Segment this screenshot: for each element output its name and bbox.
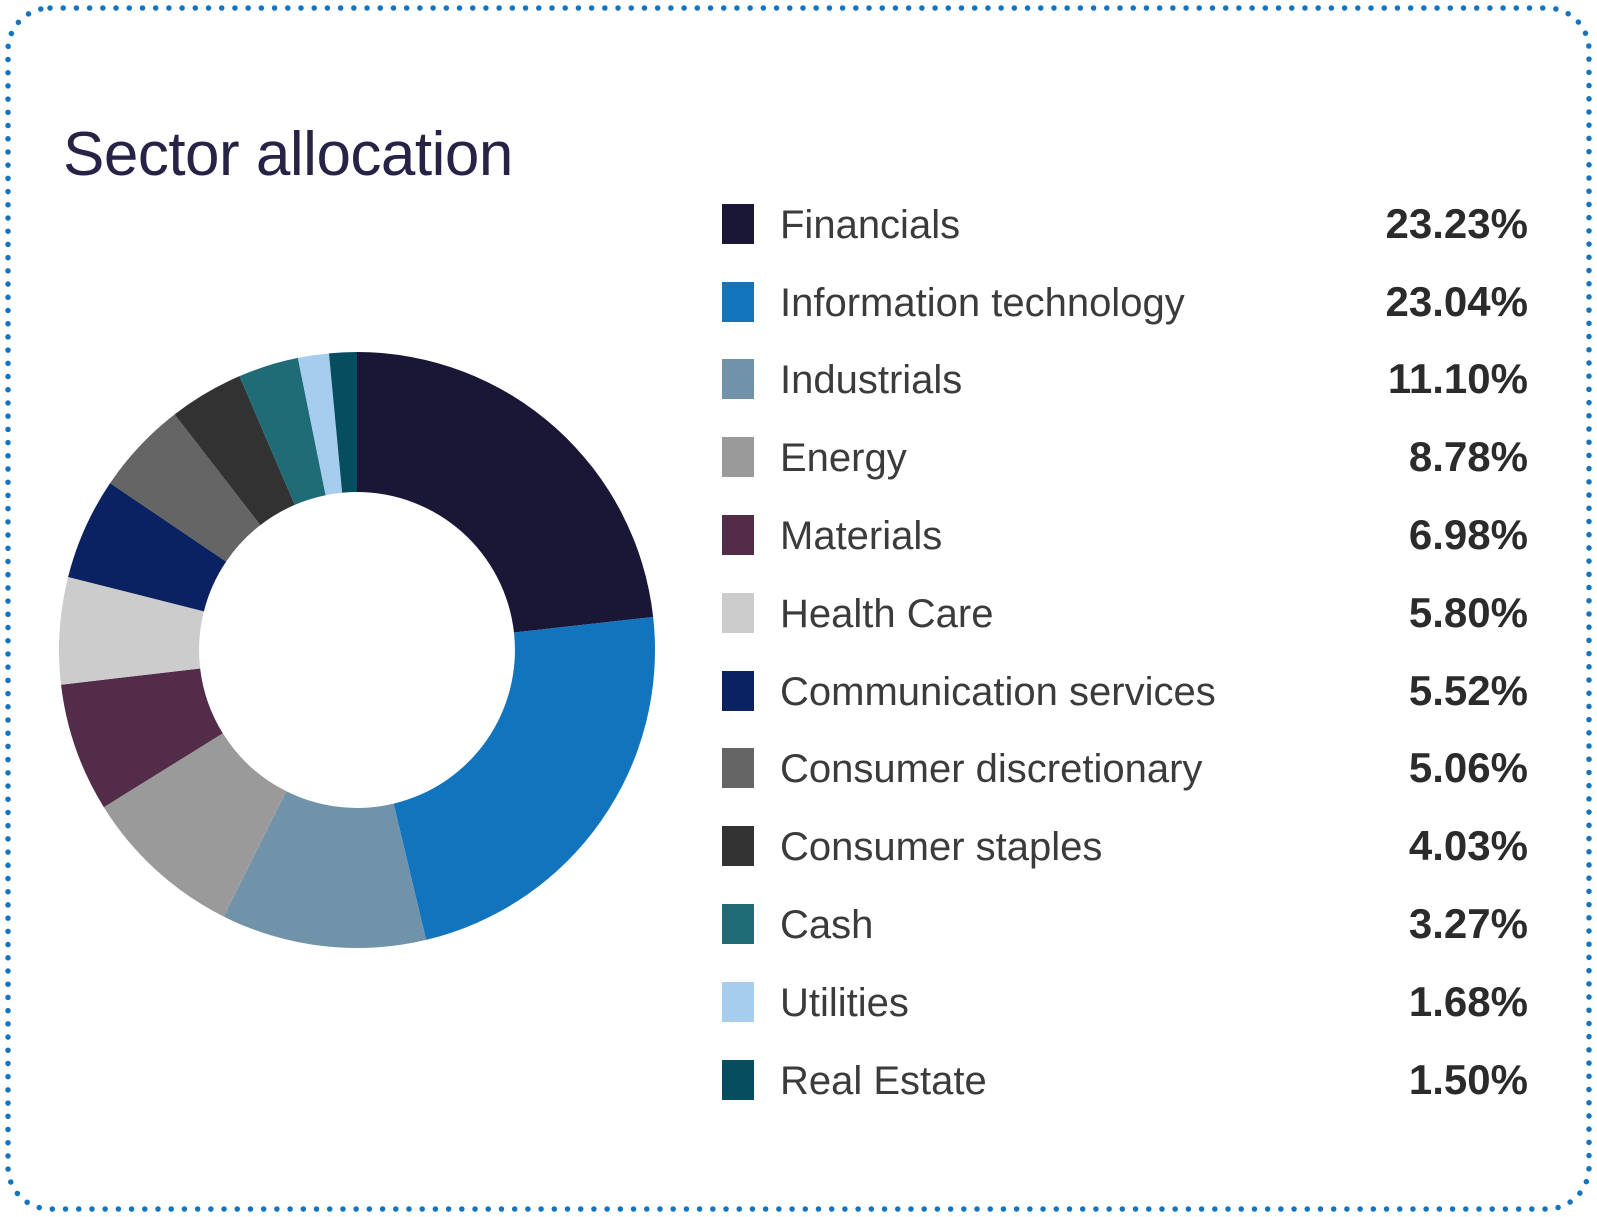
legend-value: 4.03% xyxy=(1408,822,1528,870)
legend-label: Utilities xyxy=(780,980,909,1025)
legend-label: Energy xyxy=(780,436,907,481)
donut-segment-information-technology xyxy=(393,616,655,940)
donut-segment-consumer-discretionary xyxy=(110,414,261,562)
donut-segment-communication-services xyxy=(68,483,227,612)
legend-label: Real Estate xyxy=(780,1058,987,1103)
donut-segment-industrials xyxy=(223,791,427,948)
legend-swatch-health-care xyxy=(722,592,754,633)
legend-swatch-consumer-staples xyxy=(722,826,754,867)
legend-value: 1.50% xyxy=(1408,1055,1528,1103)
legend-label: Industrials xyxy=(780,358,963,403)
legend-row-energy: Energy 8.78% xyxy=(722,418,1528,496)
legend-row-materials: Materials 6.98% xyxy=(722,496,1528,574)
legend-row-real-estate: Real Estate 1.50% xyxy=(722,1041,1528,1119)
legend-swatch-real-estate xyxy=(722,1059,754,1100)
chart-title: Sector allocation xyxy=(63,120,513,189)
legend-swatch-utilities xyxy=(722,981,754,1022)
legend-value: 23.04% xyxy=(1385,277,1528,325)
legend-value: 5.80% xyxy=(1408,588,1528,636)
legend-value: 3.27% xyxy=(1408,900,1528,948)
legend-swatch-consumer-discretionary xyxy=(722,748,754,789)
donut-segment-financials xyxy=(357,352,654,633)
legend-label: Consumer discretionary xyxy=(780,747,1203,792)
donut-segment-cash xyxy=(239,357,326,505)
legend-label: Information technology xyxy=(780,280,1185,325)
donut-segment-energy xyxy=(103,733,287,917)
legend-row-information-technology: Information technology 23.04% xyxy=(722,263,1528,341)
legend-value: 5.52% xyxy=(1408,666,1528,714)
legend-label: Communication services xyxy=(780,669,1216,714)
legend-row-cash: Cash 3.27% xyxy=(722,885,1528,963)
legend-row-consumer-discretionary: Consumer discretionary 5.06% xyxy=(722,730,1528,808)
legend-row-health-care: Health Care 5.80% xyxy=(722,574,1528,652)
legend-label: Health Care xyxy=(780,591,994,636)
donut-segment-consumer-staples xyxy=(174,376,295,526)
donut-segment-utilities xyxy=(297,353,343,496)
legend-row-financials: Financials 23.23% xyxy=(722,185,1528,263)
legend-row-utilities: Utilities 1.68% xyxy=(722,963,1528,1041)
legend-value: 23.23% xyxy=(1385,199,1528,247)
legend-swatch-financials xyxy=(722,203,754,244)
legend-value: 11.10% xyxy=(1387,355,1528,403)
legend-value: 6.98% xyxy=(1408,511,1528,559)
legend-value: 1.68% xyxy=(1408,977,1528,1025)
legend-row-communication-services: Communication services 5.52% xyxy=(722,652,1528,730)
legend-label: Financials xyxy=(780,202,961,247)
legend-swatch-cash xyxy=(722,904,754,945)
legend-label: Materials xyxy=(780,514,943,559)
legend-value: 8.78% xyxy=(1408,433,1528,481)
legend-swatch-communication-services xyxy=(722,670,754,711)
legend-row-industrials: Industrials 11.10% xyxy=(722,341,1528,419)
legend-swatch-information-technology xyxy=(722,281,754,322)
legend-swatch-energy xyxy=(722,437,754,478)
legend-label: Cash xyxy=(780,903,874,948)
legend-swatch-industrials xyxy=(722,359,754,400)
donut-segment-materials xyxy=(61,668,223,808)
donut-segment-real-estate xyxy=(328,352,357,493)
legend: Financials 23.23% Information technology 23… xyxy=(722,185,1528,1119)
legend-swatch-materials xyxy=(722,515,754,556)
donut-segment-health-care xyxy=(59,577,204,685)
donut-chart xyxy=(59,352,655,948)
legend-label: Consumer staples xyxy=(780,825,1103,870)
legend-row-consumer-staples: Consumer staples 4.03% xyxy=(722,807,1528,885)
legend-value: 5.06% xyxy=(1408,744,1528,792)
